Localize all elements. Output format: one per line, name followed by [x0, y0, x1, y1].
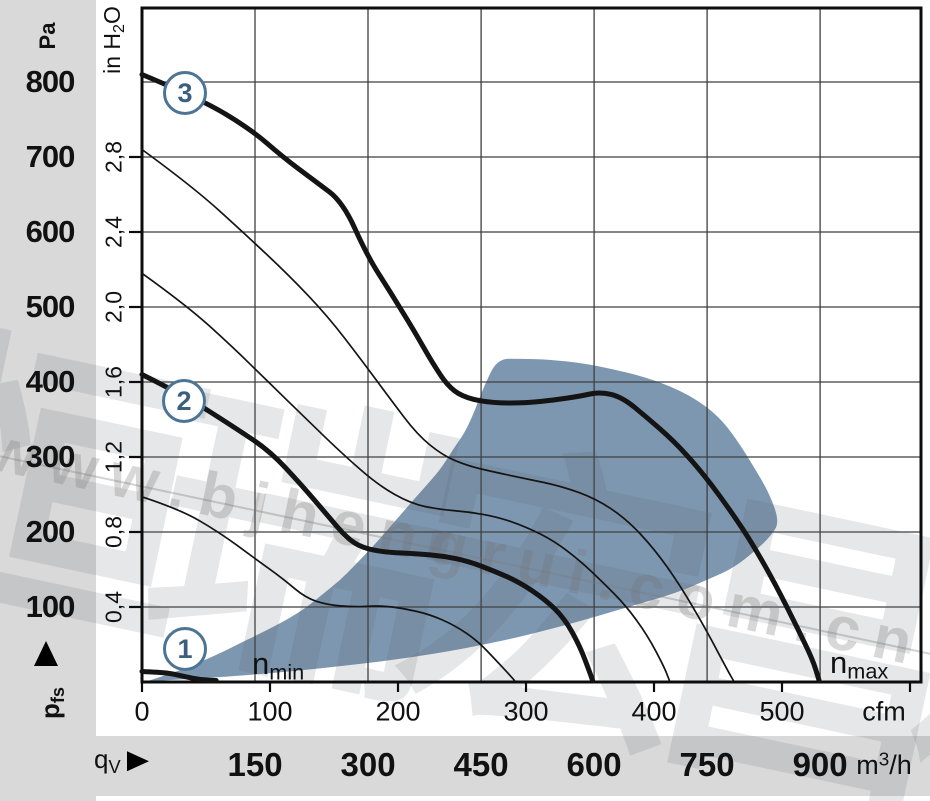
- y-axis-gray-panel: [0, 0, 96, 801]
- intermediate-a: [141, 148, 735, 682]
- intermediate-c: [141, 495, 516, 682]
- plot-border: [140, 6, 923, 684]
- curve-3-badge: 3: [163, 71, 207, 115]
- x-axis-gray-band: [96, 736, 930, 796]
- axis-ticks: [129, 155, 912, 692]
- curve-1-nmin: [139, 669, 219, 683]
- intermediate-b: [141, 272, 671, 682]
- gridlines: [142, 8, 921, 682]
- curve-3-nmax: [139, 72, 822, 683]
- curve-1-badge: 1: [163, 627, 207, 671]
- curve-2: [139, 372, 596, 683]
- curve-2-badge: 2: [162, 379, 206, 423]
